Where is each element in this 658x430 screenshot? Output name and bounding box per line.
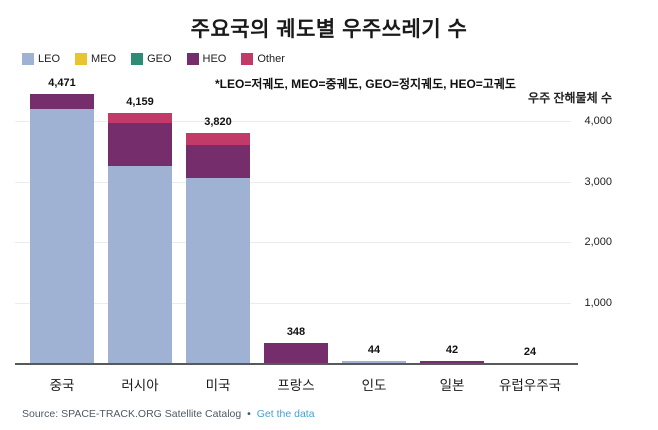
bar-segment-일본-heo — [420, 361, 484, 364]
legend-swatch-other — [241, 53, 254, 65]
get-the-data-link[interactable]: Get the data — [256, 408, 315, 420]
bar-segment-중국-heo — [30, 93, 94, 109]
bar-segment-미국-other — [186, 133, 250, 145]
category-label-유럽우주국: 유럽우주국 — [498, 378, 562, 393]
legend-swatch-leo — [22, 53, 34, 65]
gridline-4,000 — [15, 121, 571, 123]
legend-item-geo[interactable]: GEO — [131, 53, 172, 65]
legend-item-meo[interactable]: MEO — [75, 53, 116, 65]
bar-segment-중국-leo — [30, 108, 94, 364]
bar-segment-러시아-other — [108, 112, 172, 123]
x-axis-line — [15, 363, 578, 365]
legend-item-heo[interactable]: HEO — [186, 53, 227, 65]
value-label-러시아: 4,159 — [126, 95, 154, 108]
gridline-2,000 — [15, 242, 571, 244]
chart-title: 주요국의 궤도별 우주쓰레기 수 — [190, 18, 468, 41]
source-separator: • — [247, 408, 251, 420]
source-text: Source: SPACE-TRACK.ORG Satellite Catalo… — [22, 408, 242, 420]
bar-인도 — [342, 361, 406, 364]
value-label-프랑스: 348 — [286, 325, 306, 338]
orbit-definitions-note: *LEO=저궤도, MEO=중궤도, GEO=정지궤도, HEO=고궤도 — [215, 77, 516, 91]
category-label-일본: 일본 — [439, 378, 465, 393]
y-tick-label-2,000: 2,000 — [584, 236, 612, 249]
category-label-중국: 중국 — [49, 378, 75, 393]
value-label-미국: 3,820 — [204, 116, 232, 129]
bar-러시아 — [108, 112, 172, 364]
value-label-인도: 44 — [367, 344, 381, 357]
legend-label: GEO — [147, 53, 172, 65]
bar-segment-인도-leo — [342, 361, 406, 364]
y-tick-label-4,000: 4,000 — [584, 115, 612, 128]
legend-swatch-heo — [186, 53, 199, 65]
value-label-유럽우주국: 24 — [523, 345, 537, 358]
bar-segment-러시아-leo — [108, 165, 172, 364]
y-tick-label-1,000: 1,000 — [584, 296, 612, 309]
legend-label: MEO — [91, 53, 117, 65]
value-label-일본: 42 — [445, 344, 459, 357]
legend-label: Other — [257, 53, 285, 65]
bar-segment-미국-leo — [186, 178, 250, 364]
source-line: Source: SPACE-TRACK.ORG Satellite Catalo… — [22, 408, 315, 420]
gridline-3,000 — [15, 181, 571, 183]
bar-중국 — [30, 93, 94, 364]
gridline-1,000 — [15, 302, 571, 304]
legend-label: HEO — [202, 53, 227, 65]
plot-area — [15, 92, 571, 364]
category-label-러시아: 러시아 — [121, 378, 159, 393]
legend-swatch-geo — [131, 53, 144, 65]
bar-프랑스 — [264, 342, 328, 364]
bar-segment-프랑스-heo — [264, 342, 328, 364]
value-label-중국: 4,471 — [48, 76, 76, 89]
legend: LEO MEO GEO HEO Other — [22, 53, 285, 65]
legend-label: LEO — [38, 53, 61, 65]
bar-segment-러시아-heo — [108, 122, 172, 166]
bar-미국 — [186, 133, 250, 364]
legend-swatch-meo — [75, 53, 88, 65]
y-axis-title: 우주 잔해물체 수 — [528, 91, 612, 105]
bar-segment-미국-heo — [186, 144, 250, 179]
legend-item-leo[interactable]: LEO — [22, 53, 60, 65]
category-label-미국: 미국 — [205, 378, 231, 393]
y-tick-label-3,000: 3,000 — [584, 175, 612, 188]
bar-일본 — [420, 361, 484, 364]
legend-item-other[interactable]: Other — [241, 53, 285, 65]
category-label-인도: 인도 — [361, 378, 387, 393]
category-label-프랑스: 프랑스 — [277, 378, 315, 393]
